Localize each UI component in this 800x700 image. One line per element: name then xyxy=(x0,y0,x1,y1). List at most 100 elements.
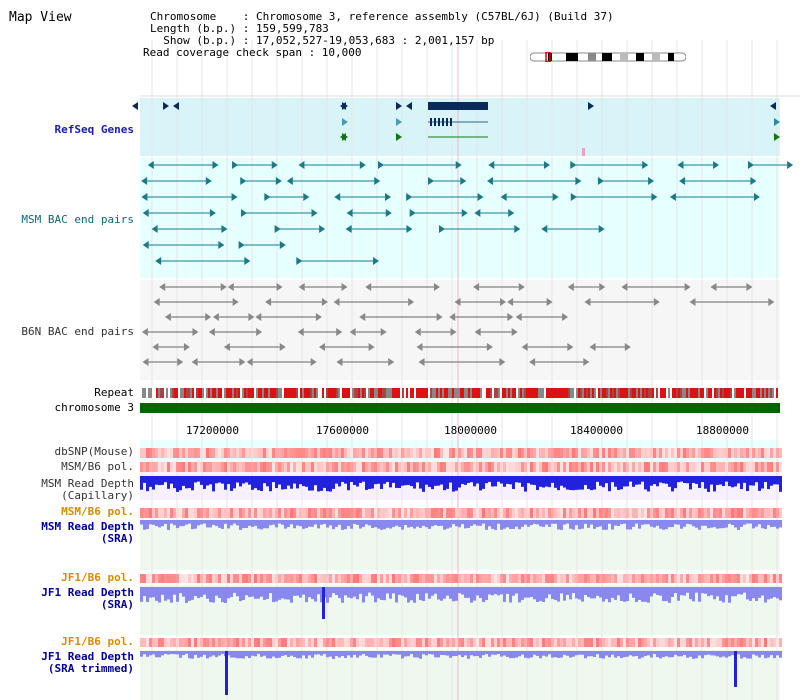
bac-arrow xyxy=(541,225,548,233)
bac-arrow xyxy=(748,161,755,169)
exon xyxy=(446,118,448,126)
track-label-jf1-depth-sra[interactable]: JF1 Read Depth (SRA) xyxy=(41,587,134,611)
track-label-line: JF1 Read Depth xyxy=(41,586,134,599)
b6n-arrow xyxy=(684,283,691,291)
track-label-msm-depth-sra[interactable]: MSM Read Depth (SRA) xyxy=(41,521,134,545)
track-label-repeat[interactable]: Repeat xyxy=(94,386,134,399)
b6n-arrow xyxy=(521,343,528,351)
bac-arrow xyxy=(409,209,416,217)
track-label-line: (SRA) xyxy=(100,532,134,545)
bac-arrow xyxy=(552,193,559,201)
info-chromosome: Chromosome : Chromosome 3, reference ass… xyxy=(150,10,614,23)
bac-arrow xyxy=(232,161,239,169)
gene-arrow xyxy=(340,133,346,141)
b6n-arrow xyxy=(223,343,230,351)
bac-arrow xyxy=(346,209,353,217)
b6n-arrow xyxy=(256,328,263,336)
bac-arrow xyxy=(377,161,384,169)
bac-arrow xyxy=(151,225,158,233)
bac-arrow xyxy=(359,161,366,169)
b6n-arrow xyxy=(208,328,215,336)
b6n-arrow xyxy=(183,343,190,351)
bac-arrow xyxy=(279,241,286,249)
track-label-jf1-pol-2[interactable]: JF1/B6 pol. xyxy=(61,635,134,648)
bac-arrow xyxy=(787,161,794,169)
bac-arrow xyxy=(209,209,216,217)
track-label-b6n-bac[interactable]: B6N BAC end pairs xyxy=(21,325,134,338)
b6n-arrow xyxy=(192,328,199,336)
track-label-msm-depth-capillary[interactable]: MSM Read Depth (Capillary) xyxy=(41,478,134,502)
b6n-arrow xyxy=(365,283,372,291)
b6n-arrow xyxy=(279,343,286,351)
b6n-arrow xyxy=(220,283,227,291)
b6n-arrow xyxy=(349,328,356,336)
track-label-msm-bac[interactable]: MSM BAC end pairs xyxy=(21,213,134,226)
bac-arrow xyxy=(345,225,352,233)
info-show-range: Show (b.p.) : 17,052,527-19,053,683 : 2,… xyxy=(150,34,495,47)
b6n-arrow xyxy=(227,283,234,291)
b6n-arrow xyxy=(500,298,507,306)
bac-arrow xyxy=(231,193,238,201)
gene-arrow xyxy=(396,118,402,126)
b6n-arrow xyxy=(511,328,518,336)
axis-tick-label: 18000000 xyxy=(444,424,497,437)
gene-arrow xyxy=(774,118,780,126)
bac-arrow xyxy=(142,241,149,249)
gene-arrow xyxy=(132,102,138,110)
b6n-arrow xyxy=(436,313,443,321)
bac-arrow xyxy=(385,209,392,217)
chromosome-ideogram[interactable] xyxy=(530,52,686,62)
info-length: Length (b.p.) : 159,599,783 xyxy=(150,22,329,35)
b6n-arrow xyxy=(507,298,514,306)
info-coverage-span: Read coverage check span : 10,000 xyxy=(143,46,362,59)
b6n-arrow xyxy=(418,358,425,366)
b6n-arrow xyxy=(474,328,481,336)
b6n-arrow xyxy=(449,313,456,321)
track-label-jf1-pol[interactable]: JF1/B6 pol. xyxy=(61,571,134,584)
b6n-arrow xyxy=(584,298,591,306)
track-label-msm-pol-2[interactable]: MSM/B6 pol. xyxy=(61,505,134,518)
track-label-chromosome[interactable]: chromosome 3 xyxy=(54,401,134,414)
bac-arrow xyxy=(460,177,467,185)
b6n-arrow xyxy=(255,313,262,321)
bac-arrow xyxy=(334,193,341,201)
axis-tick-label: 17600000 xyxy=(316,424,369,437)
bac-arrow xyxy=(296,257,303,265)
b6n-arrow xyxy=(408,298,415,306)
bac-arrow xyxy=(274,225,281,233)
bac-arrow xyxy=(648,177,655,185)
bac-arrow xyxy=(141,177,148,185)
b6n-arrow xyxy=(567,343,574,351)
b6n-arrow xyxy=(297,328,304,336)
track-label-dbsnp[interactable]: dbSNP(Mouse) xyxy=(54,445,134,458)
bac-arrow xyxy=(319,225,326,233)
b6n-arrow xyxy=(142,358,149,366)
track-label-jf1-depth-trimmed[interactable]: JF1 Read Depth (SRA trimmed) xyxy=(41,651,134,675)
bac-arrow xyxy=(651,193,658,201)
track-label-line: (SRA trimmed) xyxy=(47,662,134,675)
b6n-arrow xyxy=(473,283,480,291)
bac-arrow xyxy=(461,209,468,217)
b6n-arrow xyxy=(336,328,343,336)
bac-arrow xyxy=(713,161,720,169)
bac-arrow xyxy=(271,161,278,169)
b6n-arrow xyxy=(486,343,493,351)
bac-arrow xyxy=(455,161,462,169)
gene-feature xyxy=(428,102,488,110)
bac-arrow xyxy=(244,257,251,265)
track-label-refseq[interactable]: RefSeq Genes xyxy=(54,123,134,136)
gene-arrow xyxy=(588,102,594,110)
b6n-arrow xyxy=(248,313,255,321)
track-label-msm-pol[interactable]: MSM/B6 pol. xyxy=(61,460,134,473)
b6n-arrow xyxy=(159,283,166,291)
bac-arrow xyxy=(155,257,162,265)
b6n-arrow xyxy=(689,298,696,306)
b6n-arrow xyxy=(368,343,375,351)
b6n-arrow xyxy=(388,358,395,366)
b6n-arrow xyxy=(450,328,457,336)
gene-arrow xyxy=(396,133,402,141)
exon xyxy=(442,118,444,126)
b6n-arrow xyxy=(414,328,421,336)
